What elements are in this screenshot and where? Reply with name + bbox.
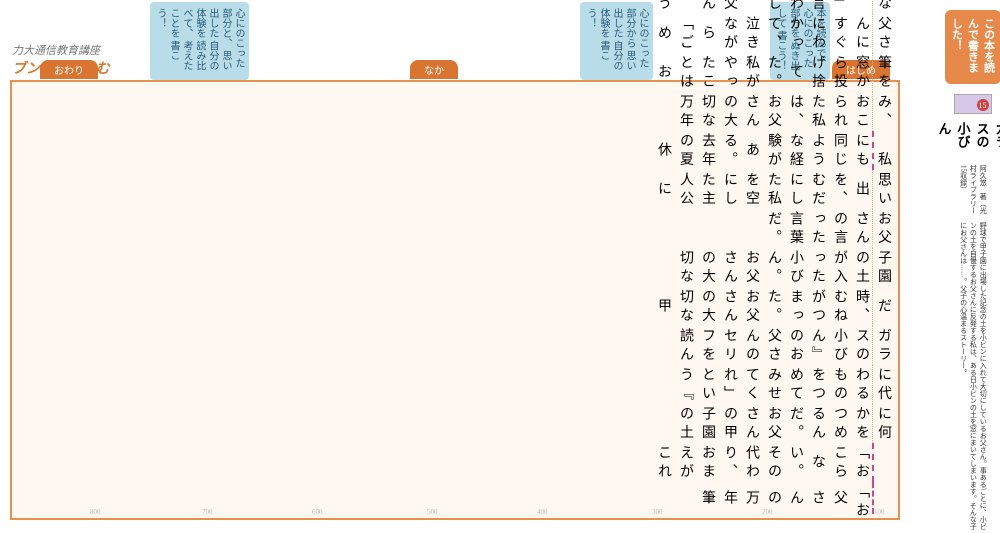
book-author: 阿久悠 著（光村ライブラリー15収録） xyxy=(958,165,987,216)
char-count-marker: 600 xyxy=(312,508,323,516)
book-summary: 野球で甲子園に出場した記念の土を小ビンに入れて大切にしているお父さん。事あるごと… xyxy=(958,222,987,533)
essay-column: 筆を窓から投げ捨てた。私がやったことはお xyxy=(872,53,894,92)
essay-column: ガラスの小びん』のお父さんのセリフを読ん xyxy=(872,326,894,365)
essay-column: み、おこられた私は、お父さんの大切な万年 xyxy=(872,92,894,131)
essay-column: に代わるものをつめてみせてくれ」という『 xyxy=(872,365,894,404)
essay-column: だ時、むねがつまった。お父さんの大切な甲 xyxy=(872,287,894,326)
essay-column: んなさい」と言うわたしに、お父さんは、「う xyxy=(872,0,894,14)
essay-grid: 「お父さんの万年筆 「おこらない。その代わり、おまえがこれに何かをつめるんだ。お… xyxy=(10,80,900,520)
char-count-marker: 300 xyxy=(652,508,663,516)
essay-column: 私にも同じような経験がある。去年の夏休 xyxy=(872,131,894,170)
essay-column: 「おこらない。その代わり、おまえがこれ xyxy=(872,443,894,482)
sidebar: この本を読んで書きました！ ガラスの小びん 阿久悠 著（光村ライブラリー15収録… xyxy=(945,0,1000,533)
essay-column: 子園の土が入った小びん。お父さんの大切な xyxy=(872,248,894,287)
char-count-marker: 700 xyxy=(202,508,213,516)
header-banner: この本を読んで書きました！ xyxy=(945,10,1000,84)
char-count-marker: 800 xyxy=(90,508,101,516)
essay-column: 父さんにすぐにわかって、泣きながら「ごめ xyxy=(872,14,894,53)
essay-column: 思い出を、むだにした私を空にした主人公に xyxy=(872,170,894,209)
book-cover xyxy=(954,94,992,115)
char-count-marker: 500 xyxy=(427,508,438,516)
char-count-marker: 100 xyxy=(874,508,885,516)
char-count-marker: 400 xyxy=(537,508,548,516)
essay-column: に何かをつめるんだ。お父さんの甲子園の土 xyxy=(872,404,894,443)
tab-owari: おわり xyxy=(40,60,98,79)
essay-column: お父さんの言った言葉だ。 xyxy=(872,209,894,248)
tab-naka: なか xyxy=(410,60,458,79)
book-title: ガラスの小びん xyxy=(935,122,1000,159)
char-count-marker: 200 xyxy=(762,508,773,516)
